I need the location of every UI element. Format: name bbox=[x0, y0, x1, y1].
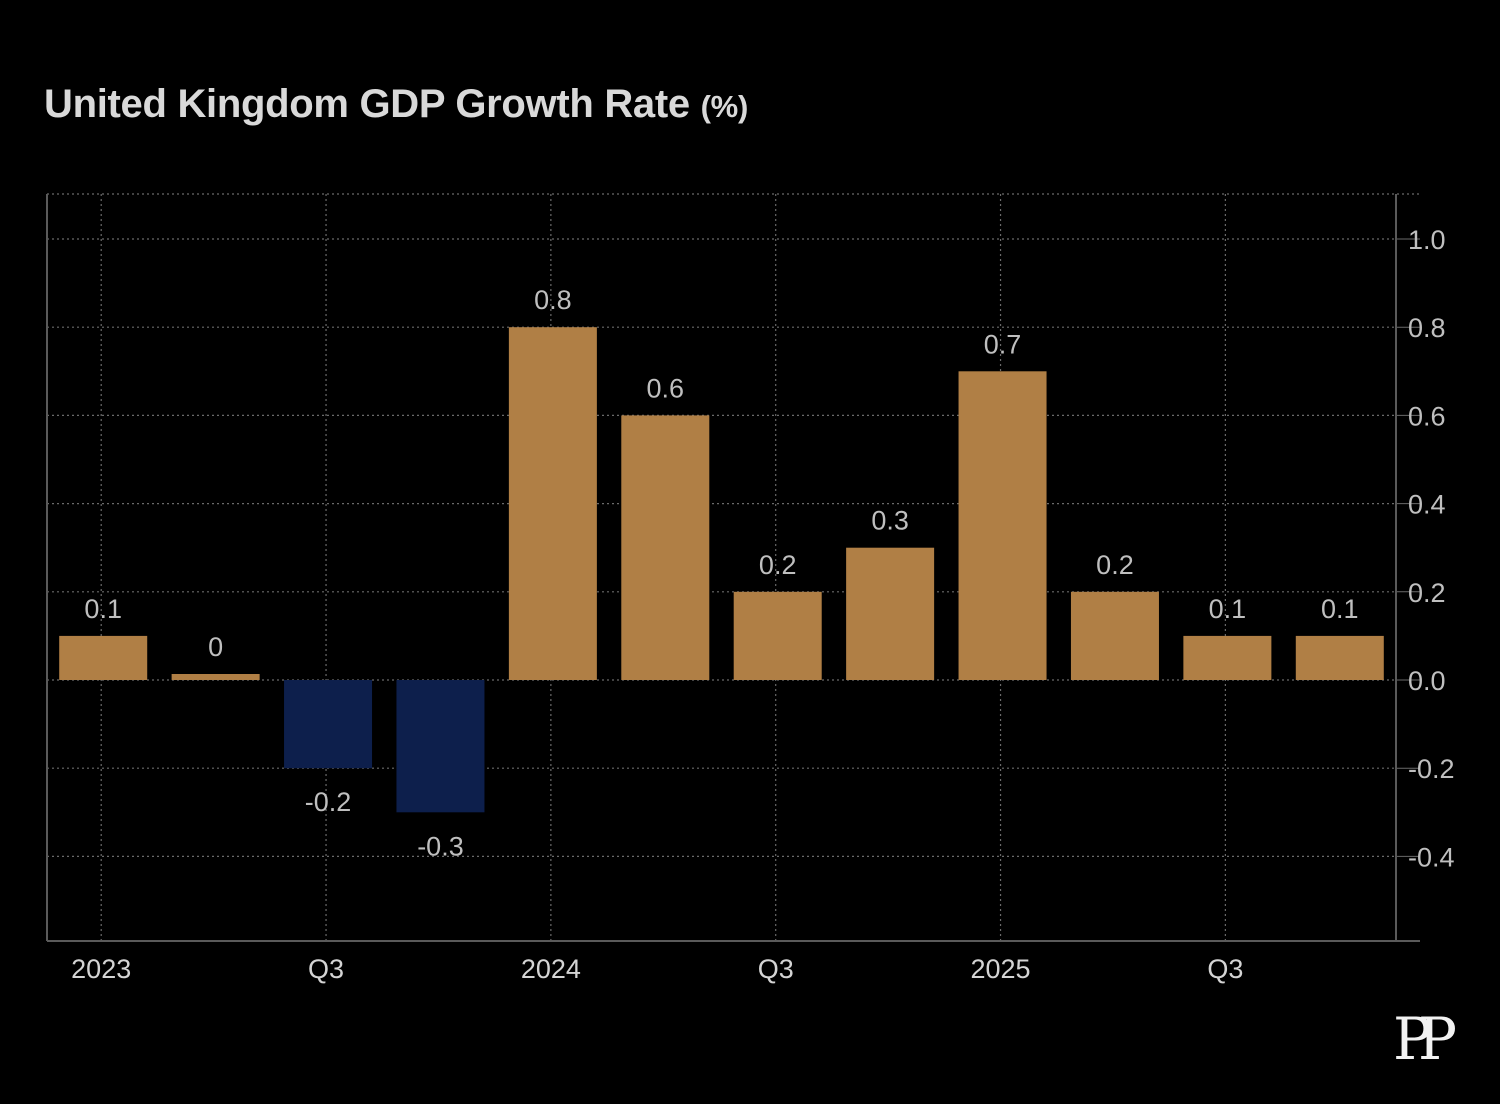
x-tick-label: 2024 bbox=[521, 954, 581, 984]
bar bbox=[284, 680, 373, 769]
x-tick-label: Q3 bbox=[308, 954, 344, 984]
bar bbox=[508, 327, 597, 680]
data-label: 0.6 bbox=[647, 373, 685, 403]
chart-title: United Kingdom GDP Growth Rate (%) bbox=[44, 82, 748, 127]
data-label: -0.2 bbox=[305, 787, 352, 817]
data-label: 0.1 bbox=[84, 594, 122, 624]
bar bbox=[396, 680, 485, 813]
data-label: 0 bbox=[208, 632, 223, 662]
data-label: 0.2 bbox=[759, 550, 797, 580]
y-tick-label: 0.0 bbox=[1408, 666, 1446, 696]
chart-title-unit: (%) bbox=[700, 89, 749, 124]
y-tick-label: 0.8 bbox=[1408, 313, 1446, 343]
data-label: 0.8 bbox=[534, 285, 572, 315]
x-tick-label: 2025 bbox=[971, 954, 1031, 984]
data-label: -0.3 bbox=[417, 831, 464, 861]
x-tick-label: 2023 bbox=[71, 954, 131, 984]
bar bbox=[733, 591, 822, 680]
chart-title-text: United Kingdom GDP Growth Rate bbox=[44, 82, 690, 126]
bar bbox=[171, 674, 260, 680]
data-label: 0.3 bbox=[871, 506, 909, 536]
data-label: 0.7 bbox=[984, 329, 1022, 359]
brand-logo: PP bbox=[1393, 1005, 1457, 1073]
bar bbox=[1295, 635, 1384, 680]
y-tick-label: 0.2 bbox=[1408, 578, 1446, 608]
bar bbox=[1183, 635, 1272, 680]
data-label: 0.2 bbox=[1096, 550, 1134, 580]
x-tick-label: Q3 bbox=[758, 954, 794, 984]
data-label: 0.1 bbox=[1209, 594, 1247, 624]
y-tick-label: 1.0 bbox=[1408, 225, 1446, 255]
bar bbox=[846, 547, 935, 680]
x-tick-label: Q3 bbox=[1207, 954, 1243, 984]
bar bbox=[958, 371, 1047, 680]
bar bbox=[59, 635, 148, 680]
y-tick-label: -0.4 bbox=[1408, 842, 1455, 872]
data-label: 0.1 bbox=[1321, 594, 1359, 624]
bar bbox=[1070, 591, 1159, 680]
bar bbox=[621, 415, 710, 680]
y-tick-label: 0.4 bbox=[1408, 490, 1446, 520]
y-tick-label: -0.2 bbox=[1408, 754, 1455, 784]
y-tick-label: 0.6 bbox=[1408, 401, 1446, 431]
